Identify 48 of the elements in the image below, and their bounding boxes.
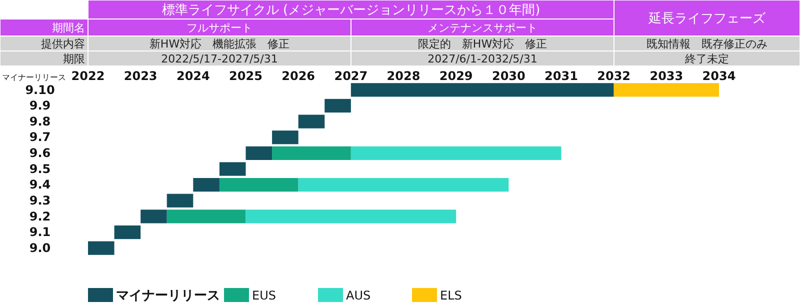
bar (166, 210, 246, 224)
y-tick-label: 9.1 (29, 225, 51, 240)
y-axis-title: マイナーリリース (2, 73, 66, 82)
bar (614, 83, 719, 97)
x-tick-label: 2033 (650, 69, 684, 83)
bar (246, 210, 456, 224)
y-tick-label: 9.7 (29, 130, 51, 144)
x-tick-label: 2022 (71, 69, 105, 83)
x-tick-label: 2029 (439, 69, 473, 83)
header-table: 標準ライフサイクル (メジャーバージョンリリースから１０年間) 延長ライフフェーズ 期間名 フルサポート メンテナンスサポート 提供内容 新HW対応 機能拡張 修正 限定的 新HW対応 修正 既知情報 既存修正のみ 期限 2022/5/17-2027/5/31 2027/6/1-2032/5/31 終了未定 (0, 0, 800, 66)
bar (246, 146, 272, 160)
bar (166, 194, 194, 208)
bar (298, 114, 325, 128)
bar (350, 83, 614, 97)
x-tick-label: 2025 (229, 69, 262, 83)
y-tick-label: 9.10 (25, 82, 55, 97)
bar (140, 210, 167, 224)
bar (350, 146, 562, 160)
x-tick-label: 2026 (282, 69, 316, 83)
bar (272, 130, 298, 144)
legend-label: EUS (252, 288, 276, 302)
x-tick-label: 2034 (702, 69, 736, 83)
x-tick-label: 2024 (176, 69, 210, 83)
y-tick-label: 9.9 (29, 98, 51, 113)
bar (193, 178, 220, 192)
x-tick-label: 2028 (386, 69, 420, 83)
y-tick-label: 9.6 (29, 146, 51, 160)
x-tick-label: 2027 (334, 69, 368, 83)
x-tick-label: 2032 (597, 69, 631, 83)
legend-label: ELS (440, 288, 462, 302)
bar (272, 146, 351, 160)
bar (324, 98, 351, 113)
y-tick-label: 9.4 (29, 178, 51, 192)
legend-label: AUS (346, 288, 371, 302)
legend-label: マイナーリリース (116, 288, 220, 304)
bar (114, 225, 141, 240)
bar (298, 178, 509, 192)
y-tick-label: 9.8 (29, 114, 51, 128)
y-tick-label: 9.2 (29, 209, 51, 224)
bar (219, 162, 246, 176)
bar (88, 241, 114, 255)
x-tick-label: 2031 (544, 69, 578, 83)
y-tick-label: 9.0 (29, 240, 51, 255)
x-tick-label: 2023 (124, 69, 158, 83)
bar (219, 178, 298, 192)
y-tick-label: 9.3 (29, 193, 51, 208)
y-tick-label: 9.5 (29, 162, 51, 176)
x-tick-label: 2030 (492, 69, 526, 83)
